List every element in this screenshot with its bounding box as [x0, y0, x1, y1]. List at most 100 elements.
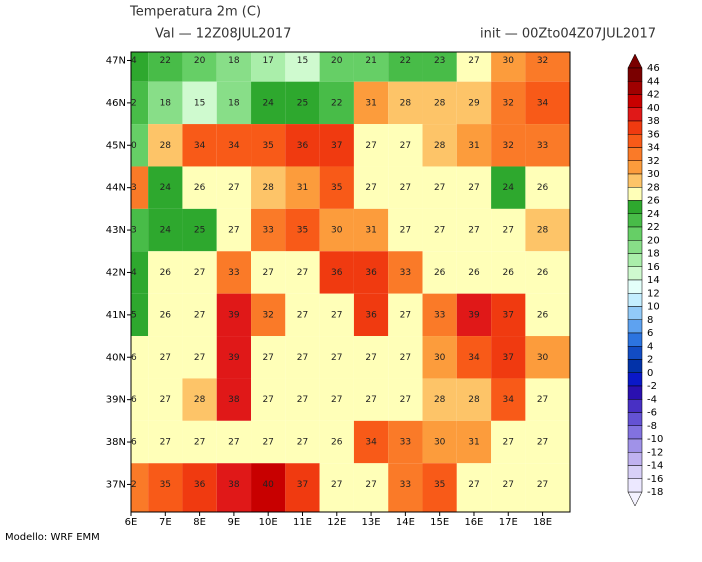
field-cell — [148, 251, 183, 294]
field-cell — [456, 166, 492, 209]
colorbar-arrow-bottom — [627, 491, 643, 507]
field-value: 31 — [297, 183, 308, 193]
field-value: 20 — [331, 56, 343, 66]
model-label: Modello: WRF EMM — [5, 532, 100, 543]
field-value: 27 — [160, 353, 171, 363]
field-cell — [422, 81, 457, 125]
field-cell — [148, 208, 183, 252]
field-cell — [456, 378, 492, 421]
field-value: 26 — [468, 268, 480, 278]
field-cell — [148, 378, 183, 421]
field-cell — [285, 208, 320, 252]
field-value: 27 — [194, 438, 205, 448]
field-cell — [525, 420, 570, 464]
field-cell — [131, 208, 149, 252]
field-value: 27 — [400, 395, 411, 405]
field-cell — [251, 52, 286, 82]
field-cell — [491, 52, 526, 82]
field-value: 35 — [331, 183, 342, 193]
field-cell — [319, 336, 354, 379]
field-value: 28 — [434, 395, 446, 405]
field-value: 31 — [365, 226, 376, 236]
field-cell — [525, 293, 570, 337]
field-value: 18 — [160, 98, 172, 108]
field-cell — [388, 251, 423, 294]
colorbar-label: -18 — [647, 487, 663, 498]
colorbar-label: 18 — [647, 249, 660, 260]
field-value: 27 — [434, 226, 445, 236]
field-cell — [319, 81, 354, 125]
colorbar-label: 20 — [647, 235, 660, 246]
field-cell — [491, 463, 526, 512]
field-value: 27 — [194, 268, 205, 278]
x-tick-label: 16E — [464, 517, 483, 528]
field-value: 32 — [503, 141, 514, 151]
colorbar-label: -8 — [647, 421, 657, 432]
field-cell — [388, 208, 423, 252]
field-value: 32 — [262, 310, 273, 320]
field-cell — [353, 81, 389, 125]
field-cell — [182, 378, 217, 421]
field-value: 27 — [537, 395, 548, 405]
y-tick-label: 47N — [106, 55, 126, 66]
field-value: 33 — [537, 141, 548, 151]
field-cell — [456, 336, 492, 379]
field-cell — [353, 166, 389, 209]
field-value: 22 — [125, 98, 136, 108]
field-value: 26 — [331, 438, 343, 448]
field-cell — [148, 336, 183, 379]
field-cell — [182, 52, 217, 82]
field-cell — [491, 251, 526, 294]
field-cell — [182, 251, 217, 294]
y-tick-label: 41N — [106, 310, 126, 321]
field-value: 27 — [365, 183, 376, 193]
field-cell — [131, 124, 149, 167]
field-cell — [251, 251, 286, 294]
field-value: 26 — [160, 310, 172, 320]
field-value: 27 — [331, 395, 342, 405]
field-value: 27 — [400, 353, 411, 363]
field-cell — [319, 124, 354, 167]
colorbar-box — [627, 187, 643, 201]
colorbar-label: 2 — [647, 355, 653, 366]
field-value: 35 — [434, 480, 445, 490]
colorbar-box — [627, 94, 643, 108]
field-cell — [251, 81, 286, 125]
field-value: 33 — [434, 310, 445, 320]
field-value: 33 — [400, 480, 411, 490]
field-cell — [422, 208, 457, 252]
colorbar-box — [627, 120, 643, 135]
x-tick-label: 17E — [499, 517, 518, 528]
field-value: 24 — [125, 268, 137, 278]
field-cell — [422, 420, 457, 464]
field-value: 15 — [297, 56, 308, 66]
field-value: 27 — [537, 438, 548, 448]
colorbar-label: 42 — [647, 90, 660, 101]
colorbar-label: 38 — [647, 116, 660, 127]
colorbar-box — [627, 438, 643, 453]
field-value: 27 — [297, 310, 308, 320]
field-value: 20 — [194, 56, 206, 66]
field-value: 27 — [468, 183, 479, 193]
colorbar-box — [627, 134, 643, 148]
field-value: 37 — [331, 141, 342, 151]
field-value: 35 — [262, 141, 273, 151]
field-value: 38 — [228, 480, 240, 490]
field-value: 28 — [434, 98, 446, 108]
colorbar-box — [627, 425, 643, 440]
field-cell — [491, 166, 526, 209]
field-value: 32 — [537, 56, 548, 66]
field-cell — [319, 251, 354, 294]
field-cell — [131, 378, 149, 421]
field-value: 28 — [194, 395, 206, 405]
field-cell — [353, 52, 389, 82]
field-value: 33 — [262, 226, 273, 236]
plot-frame — [130, 51, 571, 513]
field-cell — [216, 336, 252, 379]
field-cell — [285, 378, 320, 421]
field-value: 27 — [468, 226, 479, 236]
field-cell — [148, 420, 183, 464]
field-cell — [491, 293, 526, 337]
field-value: 27 — [297, 268, 308, 278]
y-tick-label: 42N — [106, 267, 126, 278]
